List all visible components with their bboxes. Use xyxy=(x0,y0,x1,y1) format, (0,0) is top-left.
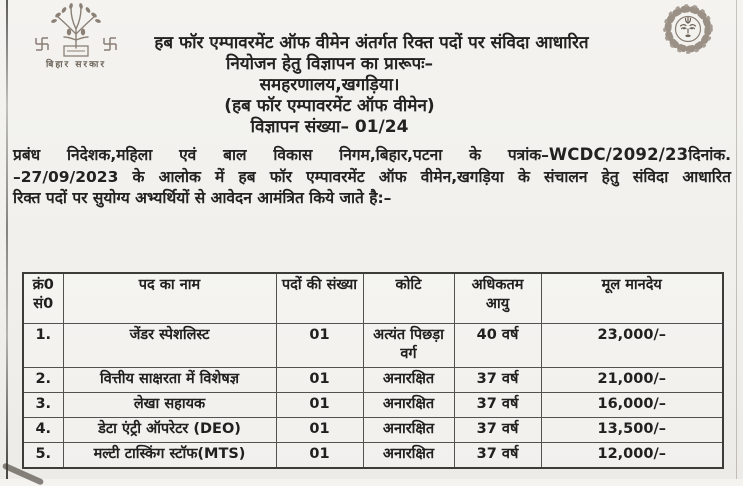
table-cell: अनारक्षित xyxy=(362,366,455,393)
table-cell: 2. xyxy=(22,366,64,393)
table-cell: 37 वर्ष xyxy=(453,416,542,444)
table-cell: अनारक्षित xyxy=(362,416,455,444)
table-cell: वित्तीय साक्षरता में विशेषज्ञ xyxy=(62,366,277,393)
swastika-left-icon xyxy=(35,37,49,51)
intro-line-2: –27/09/2023 के आलोक में हब फॉर एम्पावरमे… xyxy=(13,167,731,186)
column-header: क्रं0 सं0 xyxy=(22,272,64,324)
table-cell: अनारक्षित xyxy=(362,442,455,469)
table-cell: अनारक्षित xyxy=(362,391,455,419)
table-cell: 37 वर्ष xyxy=(453,366,542,393)
heading-line-4: (हब फॉर एम्पावरमेंट ऑफ वीमेन) xyxy=(224,96,435,116)
column-header: पदों की संख्या xyxy=(275,272,364,324)
table-cell: 23,000/– xyxy=(540,322,724,368)
table-cell: 01 xyxy=(275,366,364,393)
swastika-right-icon xyxy=(103,37,117,51)
table-row: 5. मल्टी टास्किंग स्टॉफ(MTS) 01 अनारक्षित 37… xyxy=(22,442,724,469)
table-row: 1. जेंडर स्पेशलिस्ट 01 अत्यंत पिछड़ा वर्ग 40… xyxy=(22,322,724,368)
table-cell: अत्यंत पिछड़ा वर्ग xyxy=(362,322,455,368)
table-cell: 37 वर्ष xyxy=(453,442,542,469)
women-empowerment-emblem xyxy=(653,0,723,66)
heading-line-3: समहरणालय,खगड़िया। xyxy=(259,75,400,95)
bihar-emblem-caption: बिहार सरकार xyxy=(45,60,107,70)
table-cell: 01 xyxy=(275,322,364,368)
column-header: पद का नाम xyxy=(62,272,277,324)
table-cell: 01 xyxy=(275,391,364,419)
table-cell: मल्टी टास्किंग स्टॉफ(MTS) xyxy=(62,442,277,469)
table-cell: 4. xyxy=(22,416,64,444)
table-cell: जेंडर स्पेशलिस्ट xyxy=(62,322,277,368)
table-cell: 40 वर्ष xyxy=(453,322,542,368)
intro-line-1: प्रबंध निदेशक,महिला एवं बाल विकास निगम,ब… xyxy=(13,144,731,167)
table-cell: लेखा सहायक xyxy=(62,391,277,419)
heading-line-2: नियोजन हेतु विज्ञापन का प्रारूपः– xyxy=(225,54,434,74)
table-cell: 21,000/– xyxy=(540,366,724,393)
vacancy-table-body: 1. जेंडर स्पेशलिस्ट 01 अत्यंत पिछड़ा वर्ग 40… xyxy=(22,322,724,469)
table-row: 2. वित्तीय साक्षरता में विशेषज्ञ 01 अनारक्ष… xyxy=(22,366,724,393)
table-cell: 01 xyxy=(275,416,364,444)
table-cell: 5. xyxy=(22,442,64,469)
table-cell: 37 वर्ष xyxy=(453,391,542,419)
intro-line-1-pre: प्रबंध निदेशक,महिला एवं बाल विकास निगम,ब… xyxy=(13,146,549,164)
column-header: कोटि xyxy=(362,272,455,324)
table-cell: 3. xyxy=(22,391,64,419)
column-header: मूल मानदेय xyxy=(540,272,724,324)
table-row: 3. लेखा सहायक 01 अनारक्षित 37 वर्ष 16,000/– xyxy=(22,391,724,419)
bihar-government-emblem: बिहार सरकार xyxy=(22,2,130,70)
table-cell: 16,000/– xyxy=(540,391,724,419)
table-cell: 13,500/– xyxy=(540,416,724,444)
women-circle-icon xyxy=(663,4,713,54)
scan-edge-artifact-right xyxy=(736,0,737,479)
table-row: 4. डेटा एंट्री ऑपरेटर (DEO) 01 अनारक्षित 37 … xyxy=(22,416,724,444)
column-header: अधिकतम आयु xyxy=(453,272,542,324)
advertisement-number: विज्ञापन संख्या– 01/24 xyxy=(250,117,409,137)
table-cell: 12,000/– xyxy=(540,442,724,469)
intro-paragraph: प्रबंध निदेशक,महिला एवं बाल विकास निगम,ब… xyxy=(13,144,731,210)
table-cell: 1. xyxy=(22,322,64,368)
vacancy-table: क्रं0 सं0 पद का नाम पदों की संख्या कोटि अधिक… xyxy=(22,271,724,470)
table-cell: 01 xyxy=(275,442,364,469)
document-heading: हब फॉर एम्पावरमेंट ऑफ वीमेन अंतर्गत रिक्… xyxy=(0,0,743,138)
intro-line-3: रिक्त पदों पर सुयोग्य अभ्यर्थियों से आवे… xyxy=(13,189,392,207)
vacancy-table-header-row: क्रं0 सं0 पद का नाम पदों की संख्या कोटि अधिक… xyxy=(22,272,724,324)
table-cell: डेटा एंट्री ऑपरेटर (DEO) xyxy=(62,416,277,444)
intro-line-1-post: दिनांक. xyxy=(688,146,731,164)
bihar-emblem-tree-icon xyxy=(35,3,117,57)
scan-edge-artifact-left xyxy=(6,0,8,479)
heading-line-1: हब फॉर एम्पावरमेंट ऑफ वीमेन अंतर्गत रिक्… xyxy=(154,33,589,53)
letter-reference-number: WCDC/2092/23 xyxy=(548,145,689,164)
